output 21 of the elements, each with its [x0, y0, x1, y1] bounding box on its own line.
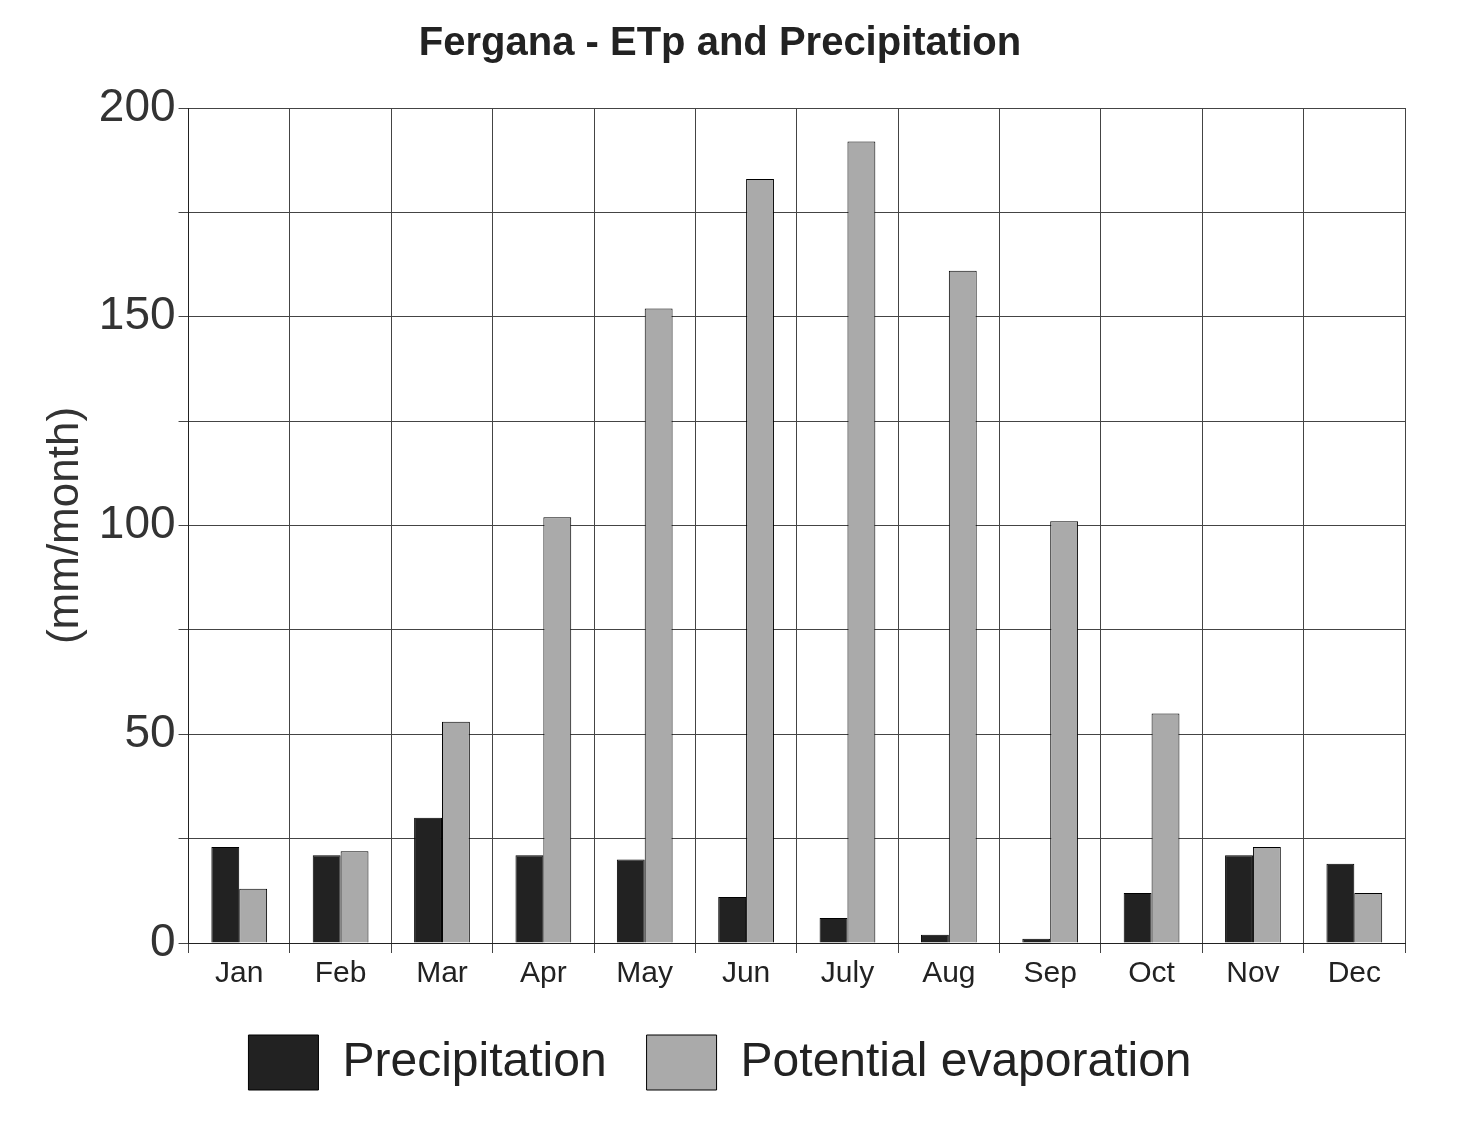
- x-tick-label: May: [616, 955, 674, 989]
- legend-label: Precipitation: [342, 1032, 607, 1086]
- x-tick-label: Mar: [416, 955, 468, 989]
- y-axis-title: (mm/month): [37, 406, 87, 645]
- y-tick-label: 150: [98, 287, 176, 340]
- x-tick-label: Jun: [721, 955, 771, 989]
- x-tick-label: Nov: [1226, 955, 1280, 989]
- y-tick-label: 100: [98, 496, 176, 549]
- x-tick-label: July: [820, 955, 875, 989]
- y-tick-label: 0: [149, 913, 176, 966]
- y-tick-label: 50: [124, 704, 176, 757]
- x-tick-label: Apr: [520, 955, 567, 989]
- y-tick-label: 200: [98, 78, 176, 131]
- x-tick-label: Jan: [215, 955, 264, 989]
- x-tick-label: Dec: [1327, 955, 1381, 989]
- legend-label: Potential evaporation: [740, 1032, 1192, 1086]
- chart-title: Fergana - ETp and Precipitation: [418, 19, 1022, 64]
- x-tick-label: Oct: [1128, 955, 1176, 989]
- x-tick-label: Aug: [922, 955, 976, 989]
- x-tick-label: Sep: [1023, 955, 1077, 989]
- x-tick-label: Feb: [314, 955, 367, 989]
